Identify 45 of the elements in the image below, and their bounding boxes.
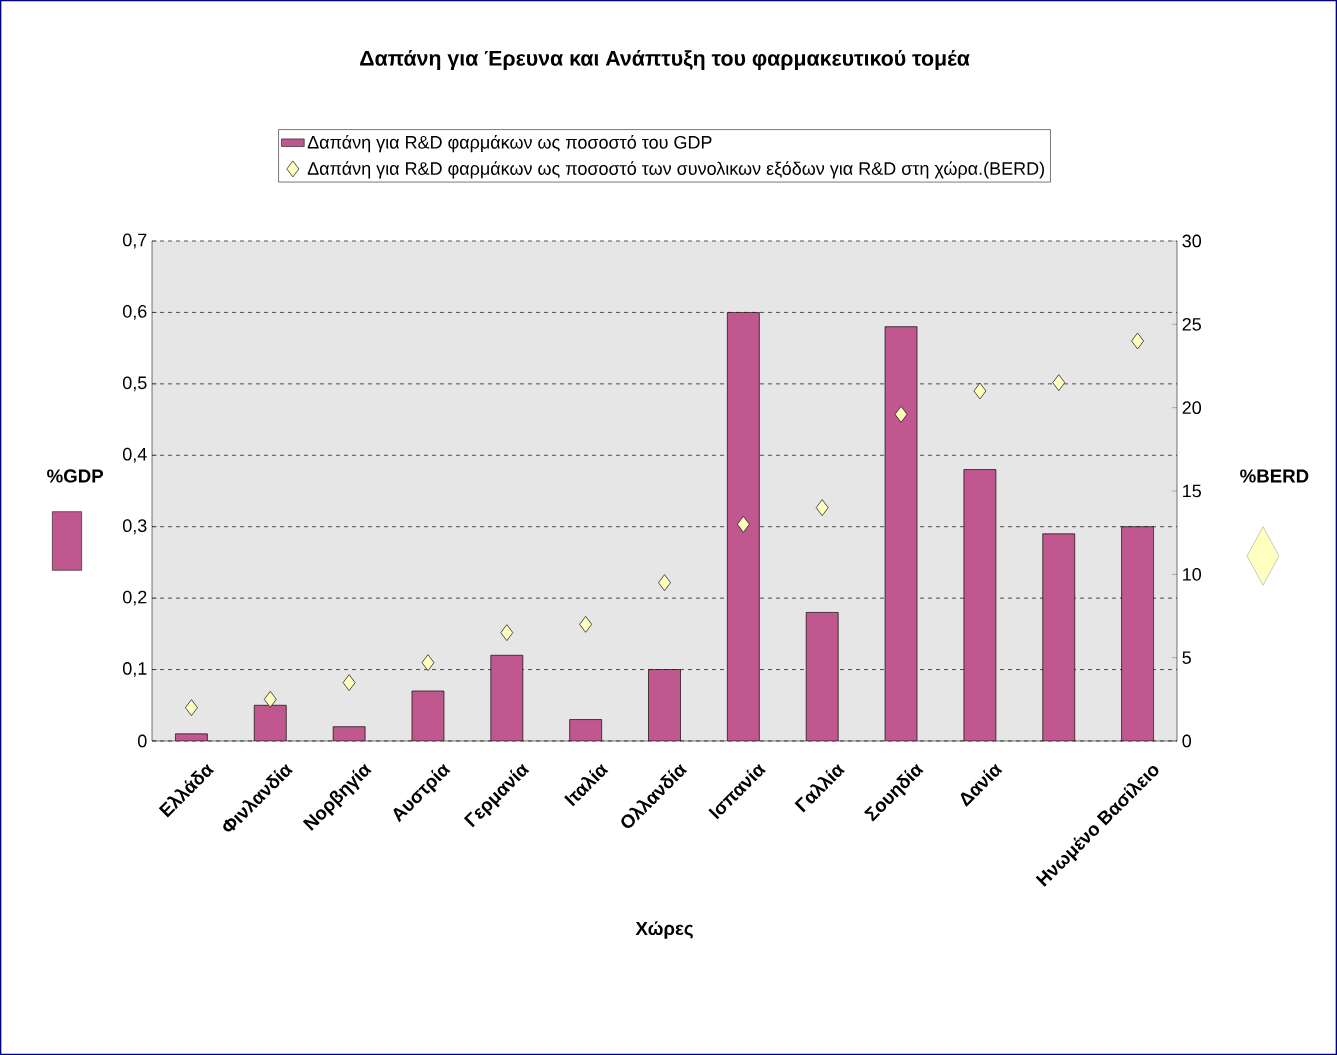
y2-tick-label: 15 bbox=[1183, 484, 1201, 498]
point bbox=[973, 382, 987, 400]
y-tick-label: 0,6 bbox=[122, 304, 147, 320]
y2-tick-label: 20 bbox=[1182, 401, 1202, 415]
bar bbox=[1042, 533, 1075, 741]
point bbox=[421, 654, 435, 671]
point bbox=[1131, 332, 1144, 350]
bar bbox=[490, 655, 523, 741]
legend-label: Δαπάνη για R&D φαρμάκων ως ποσοστό του GDP bbox=[307, 134, 712, 153]
point bbox=[658, 574, 671, 591]
bar bbox=[411, 690, 444, 741]
bar bbox=[806, 612, 839, 741]
bar bbox=[727, 312, 760, 741]
point bbox=[500, 624, 514, 641]
y2-tick-label: 10 bbox=[1183, 567, 1202, 581]
y-tick-label: 0,5 bbox=[122, 376, 147, 392]
y-tick-label: 0,3 bbox=[122, 519, 147, 535]
point bbox=[1052, 374, 1066, 391]
y-tick-label: 0 bbox=[138, 734, 147, 748]
y-axis-title: %GDP bbox=[47, 469, 104, 483]
bar bbox=[885, 326, 918, 741]
y-tick-label: 0,2 bbox=[122, 590, 147, 606]
bar bbox=[963, 469, 996, 741]
y2-tick-label: 5 bbox=[1182, 651, 1191, 664]
bar bbox=[569, 719, 602, 741]
bar bbox=[648, 669, 681, 741]
point bbox=[737, 515, 750, 533]
y2-tick-label: 30 bbox=[1182, 234, 1202, 248]
point bbox=[342, 674, 356, 691]
x-axis-title: Χώρες bbox=[635, 921, 693, 939]
point bbox=[579, 615, 592, 633]
chart-title: Δαπάνη για Έρευνα και Ανάπτυξη του φαρμακευτικού τομέα bbox=[360, 49, 970, 71]
point bbox=[185, 699, 198, 716]
bar bbox=[254, 705, 287, 741]
point bbox=[894, 405, 908, 423]
legend-label: Δαπάνη για R&D φαρμάκων ως ποσοστό των συνολικων εξόδων για R&D στη χώρα.(BERD) bbox=[307, 161, 1044, 179]
point bbox=[815, 499, 829, 516]
bar bbox=[1121, 526, 1154, 741]
y-tick-label: 0,7 bbox=[122, 233, 147, 249]
y2-tick-label: 25 bbox=[1182, 317, 1201, 331]
point bbox=[263, 690, 277, 708]
y2-tick-label: 0 bbox=[1182, 734, 1192, 748]
y2-axis-title: %BERD bbox=[1240, 469, 1309, 483]
y-tick-label: 0,1 bbox=[122, 662, 147, 677]
y-tick-label: 0,4 bbox=[122, 447, 147, 463]
